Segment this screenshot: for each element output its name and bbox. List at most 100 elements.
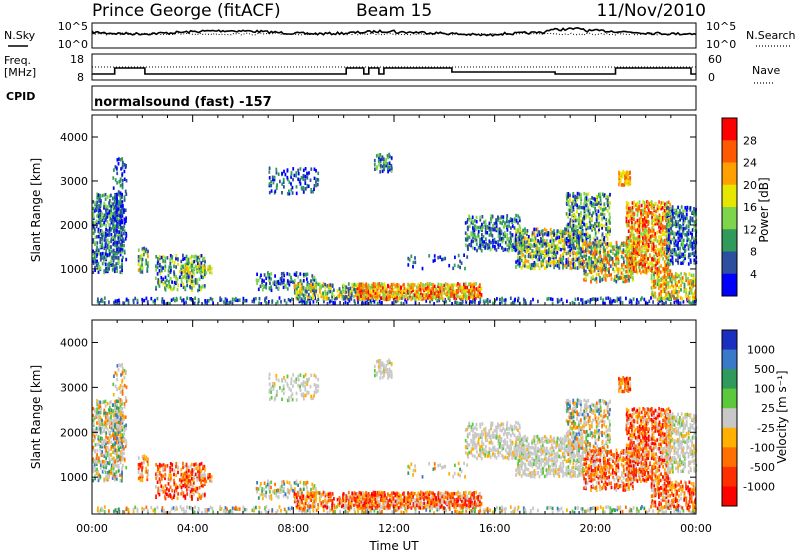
power-cell — [463, 282, 465, 287]
power-cell — [651, 279, 653, 284]
power-cell — [145, 258, 147, 263]
power-cell — [577, 265, 580, 270]
power-cell — [631, 249, 634, 253]
power-cell — [655, 213, 657, 218]
power-cell — [591, 269, 594, 274]
power-cell — [628, 269, 631, 273]
power-cell — [202, 265, 204, 269]
power-cell — [206, 299, 209, 303]
power-cell — [645, 266, 648, 271]
power-cell — [273, 280, 276, 284]
power-cell — [360, 285, 362, 289]
power-cell — [617, 270, 620, 274]
power-cell — [604, 255, 607, 259]
power-cell — [617, 246, 620, 250]
power-cell — [453, 289, 456, 293]
power-cell — [490, 214, 493, 218]
power-cell — [272, 281, 274, 285]
power-cell — [516, 258, 519, 263]
power-cell — [429, 297, 431, 301]
power-cell — [523, 240, 526, 244]
power-cell — [580, 229, 583, 233]
power-cell — [417, 282, 420, 287]
power-cell — [537, 299, 539, 304]
power-cell — [180, 259, 183, 264]
power-cell — [279, 282, 282, 286]
power-cell — [570, 240, 573, 245]
velocity-cell — [97, 403, 100, 407]
power-cell — [624, 176, 626, 181]
power-cell — [286, 175, 289, 180]
power-cell — [614, 299, 616, 303]
power-cell — [531, 249, 534, 253]
power-cell — [317, 171, 320, 176]
power-cell — [373, 293, 376, 297]
power-cell — [322, 291, 324, 295]
power-cell — [364, 301, 367, 305]
power-cell — [677, 236, 680, 240]
power-cell — [684, 256, 686, 261]
power-cell — [315, 180, 317, 184]
power-cell — [166, 256, 169, 260]
velocity-cell — [104, 399, 107, 404]
power-cell — [484, 245, 487, 249]
power-cell — [173, 272, 176, 276]
power-cell — [274, 189, 277, 194]
power-cell — [626, 263, 628, 267]
power-cell — [200, 271, 202, 276]
power-cell — [574, 194, 576, 199]
power-cell — [490, 227, 492, 231]
power-cell — [547, 258, 550, 263]
power-cell — [547, 233, 550, 237]
power-cell — [511, 248, 514, 252]
power-cell — [690, 260, 692, 265]
power-cell — [160, 279, 163, 284]
power-cell — [376, 301, 379, 306]
power-cell — [660, 219, 663, 223]
power-cell — [644, 266, 647, 271]
power-cell — [233, 298, 236, 302]
power-cell — [373, 300, 376, 304]
power-cell — [572, 194, 575, 198]
power-cell — [527, 259, 530, 264]
power-cell — [117, 192, 119, 197]
power-cell — [636, 254, 639, 258]
power-cell — [562, 266, 564, 270]
power-cell — [658, 225, 660, 229]
velocity-cell — [110, 421, 113, 426]
power-cell — [116, 197, 118, 201]
power-cell — [134, 296, 137, 301]
power-cell — [636, 213, 639, 217]
power-cell — [607, 221, 609, 225]
power-cell — [169, 254, 172, 258]
power-cell — [627, 223, 630, 227]
power-cell — [527, 241, 530, 245]
power-cell — [574, 238, 577, 243]
power-cell — [584, 269, 587, 274]
power-cell — [509, 236, 512, 240]
power-cell — [682, 243, 685, 247]
power-cell — [652, 217, 655, 222]
power-cell — [663, 287, 666, 291]
power-cell — [98, 301, 101, 305]
power-cell — [604, 252, 607, 256]
power-cell — [532, 297, 534, 302]
power-cell — [603, 213, 606, 217]
power-cell — [297, 171, 300, 176]
power-cell — [196, 255, 199, 260]
power-cell — [290, 275, 292, 280]
power-cell — [638, 206, 640, 211]
power-cell — [490, 233, 493, 237]
power-cell — [157, 280, 159, 285]
power-cell — [659, 242, 662, 247]
power-cell — [654, 281, 657, 285]
power-cell — [479, 228, 482, 232]
power-cell — [572, 244, 575, 248]
power-cell — [533, 266, 536, 271]
power-cell — [520, 238, 523, 243]
power-cell — [474, 299, 476, 303]
power-cell — [106, 195, 109, 199]
power-cell — [92, 220, 94, 225]
power-cell — [412, 283, 415, 287]
power-cell — [640, 224, 643, 228]
